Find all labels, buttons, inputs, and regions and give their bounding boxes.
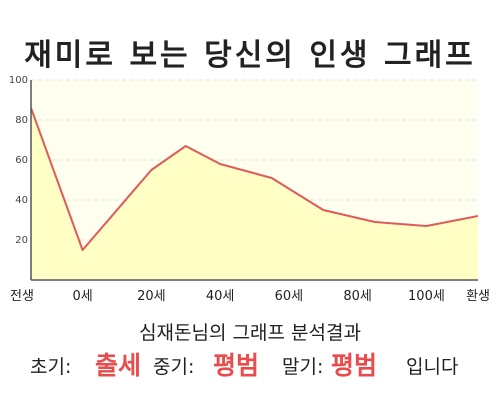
x-tick-label: 80세 <box>343 289 372 304</box>
x-tick-label: 40세 <box>206 289 235 304</box>
mid-label: 중기: <box>153 356 195 378</box>
verdict-line: 초기: 출세 중기: 평범 말기: 평범 입니다 <box>0 346 500 386</box>
y-tick-label: 60 <box>15 155 28 166</box>
x-tick-label: 0세 <box>72 289 92 304</box>
late-label: 말기: <box>282 356 324 378</box>
x-tick-label: 60세 <box>275 289 304 304</box>
area-fill <box>31 108 478 280</box>
mid-value: 평범 <box>213 351 260 380</box>
y-tick-label: 40 <box>15 195 28 206</box>
late-value: 평범 <box>331 351 378 380</box>
suffix-text: 입니다 <box>406 356 459 378</box>
analysis-caption: 심재돈님의 그래프 분석결과 <box>139 322 361 344</box>
y-tick-label: 100 <box>9 75 28 86</box>
series-line <box>30 107 479 251</box>
x-tick-label: 전생 <box>10 289 34 304</box>
life-graph-chart: 20 40 60 80 100 전생 0세 20세 40세 60세 80세 100세 환생 <box>9 75 490 304</box>
y-tick-label: 20 <box>15 235 28 246</box>
x-tick-label: 100세 <box>408 289 445 304</box>
early-label: 초기: <box>30 356 72 378</box>
x-tick-label: 환생 <box>466 289 490 304</box>
y-tick-label: 80 <box>15 115 28 126</box>
early-value: 출세 <box>95 351 142 380</box>
x-tick-label: 20세 <box>137 289 166 304</box>
page-title: 재미로 보는 당신의 인생 그래프 <box>24 38 476 73</box>
